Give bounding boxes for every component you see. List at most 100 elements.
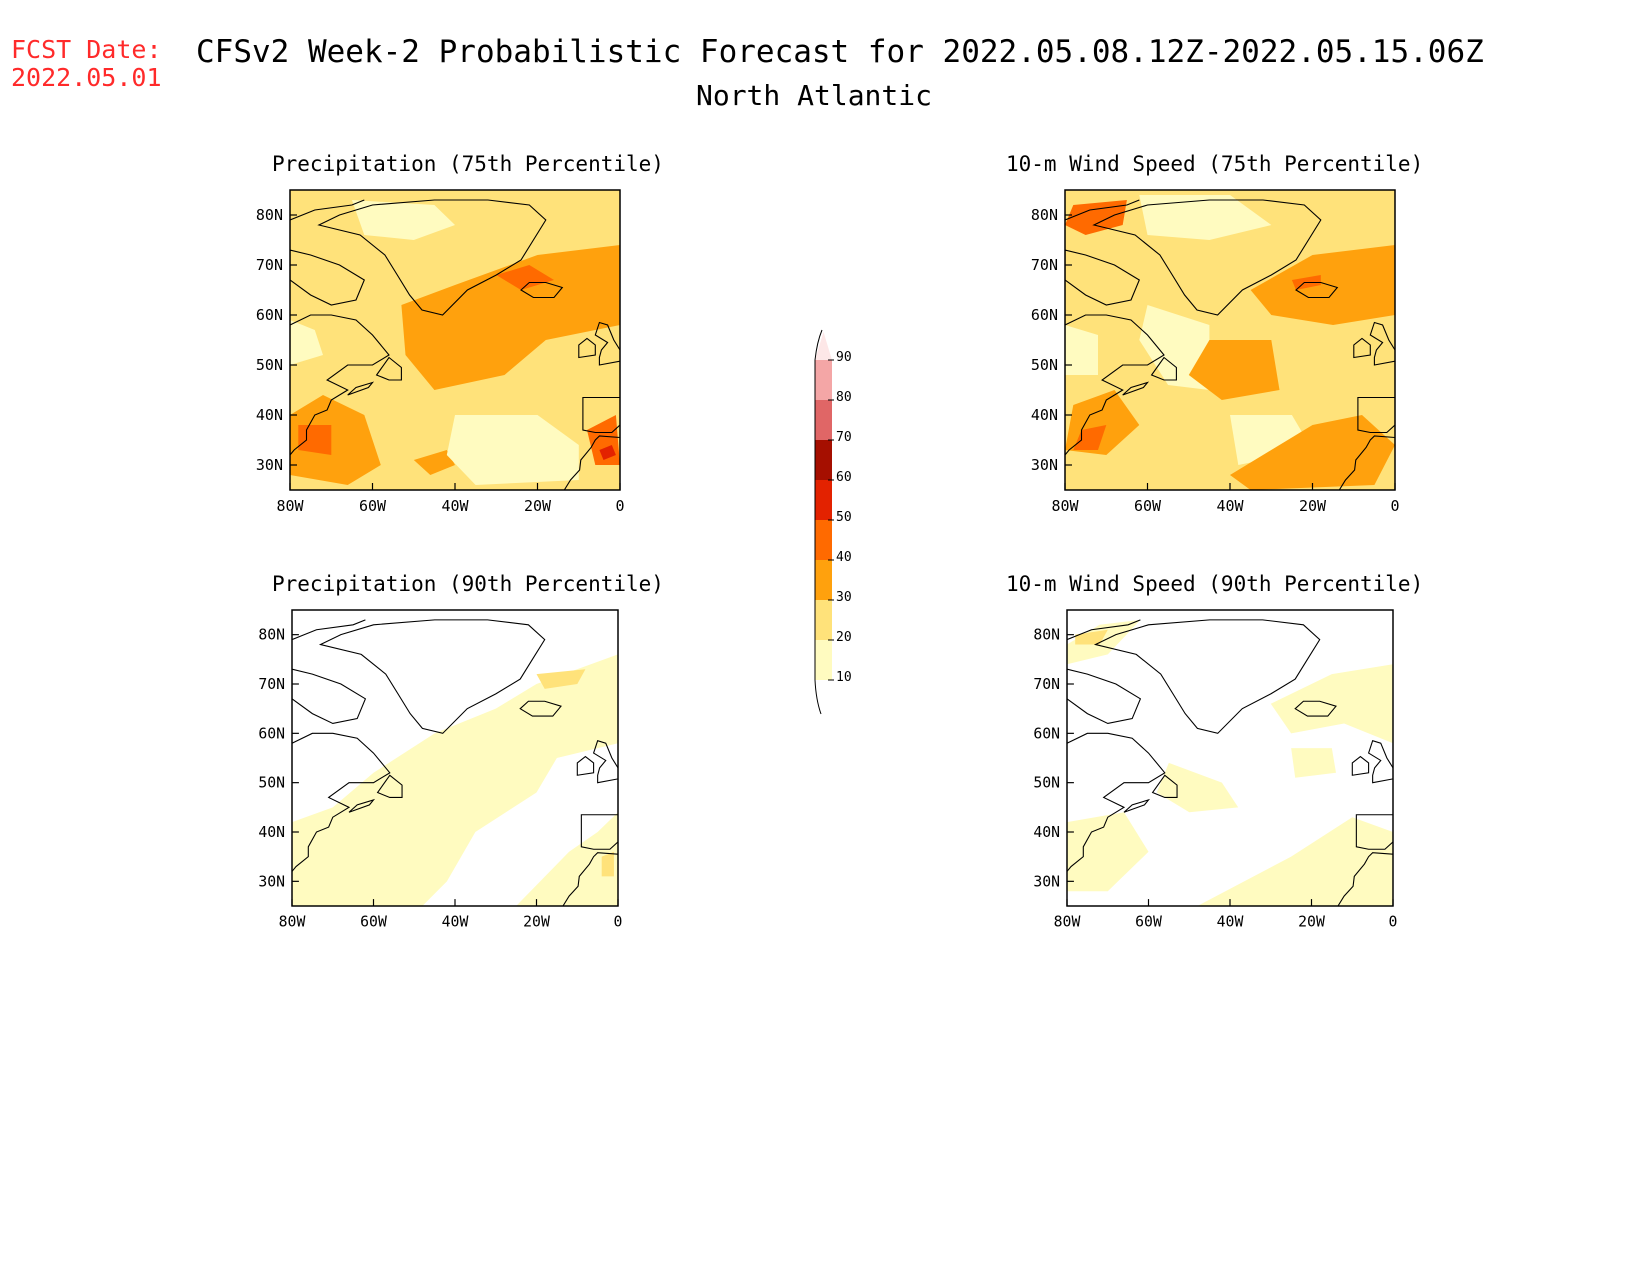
lat-tick-label: 50N bbox=[256, 356, 283, 374]
probability-shading bbox=[496, 265, 554, 290]
coastline bbox=[1065, 314, 1165, 456]
probability-shading bbox=[1139, 305, 1210, 390]
colorbar-label: 30 bbox=[836, 590, 852, 605]
lon-tick-label: 20W bbox=[524, 497, 552, 515]
coastline bbox=[1369, 321, 1395, 366]
probability-shading bbox=[1291, 748, 1336, 778]
probability-shading bbox=[1139, 195, 1272, 240]
lon-tick-label: 40W bbox=[1217, 914, 1244, 931]
fcst-date-value: 2022.05.01 bbox=[11, 63, 162, 92]
colorbar-segment bbox=[815, 360, 832, 400]
lat-tick-label: 50N bbox=[1031, 356, 1058, 374]
lon-tick-label: 60W bbox=[359, 497, 387, 515]
coastline bbox=[1353, 337, 1371, 359]
coastline bbox=[520, 281, 564, 299]
lon-tick-label: 80W bbox=[279, 914, 306, 931]
coastline bbox=[1123, 798, 1151, 813]
coastline bbox=[318, 619, 546, 734]
lat-tick-label: 40N bbox=[258, 824, 285, 841]
colorbar-outline bbox=[814, 679, 822, 715]
colorbar-segment bbox=[815, 480, 832, 520]
colorbar-label: 60 bbox=[836, 470, 852, 485]
lat-tick-label: 70N bbox=[1031, 256, 1058, 274]
probability-shading bbox=[1156, 762, 1239, 813]
probability-colorbar: 10 20 30 40 50 60 70 80 90 bbox=[814, 329, 852, 715]
coastline bbox=[1092, 199, 1322, 316]
map-field bbox=[290, 190, 620, 490]
map-field bbox=[1067, 619, 1393, 906]
coastline bbox=[292, 619, 366, 641]
coastline bbox=[1150, 356, 1177, 381]
map-panel-precip-75: 80N 70N 60N 50N 40N 30N 80W 60W 40W 20W 0 bbox=[256, 189, 625, 515]
probability-shading bbox=[446, 415, 579, 485]
coastline bbox=[290, 199, 365, 221]
map-panel-precip-90: 80N 70N 60N 50N 40N 30N 80W 60W 40W 20W 0 bbox=[258, 609, 622, 931]
lat-tick-label: 80N bbox=[256, 206, 283, 224]
probability-shading bbox=[401, 245, 620, 390]
probability-shading bbox=[351, 200, 455, 240]
colorbar-segment bbox=[815, 680, 832, 712]
probability-shading bbox=[599, 445, 616, 460]
coastline bbox=[1355, 814, 1393, 850]
coastline bbox=[582, 396, 620, 434]
lon-tick-label: 60W bbox=[1134, 497, 1162, 515]
lat-tick-label: 30N bbox=[258, 873, 285, 890]
lat-tick-label: 80N bbox=[1031, 206, 1058, 224]
lat-tick-label: 80N bbox=[258, 627, 285, 644]
colorbar-segment bbox=[815, 640, 832, 680]
map-field bbox=[292, 619, 618, 906]
colorbar-segment bbox=[815, 400, 832, 440]
map-field bbox=[1065, 190, 1395, 490]
probability-shading bbox=[1250, 245, 1395, 325]
colorbar-outline bbox=[814, 329, 823, 361]
coastline bbox=[1294, 700, 1337, 717]
coastline bbox=[1337, 852, 1393, 906]
lat-tick-label: 50N bbox=[258, 775, 285, 792]
coastline bbox=[1065, 199, 1140, 221]
lon-tick-label: 0 bbox=[1390, 497, 1399, 515]
coastline bbox=[1093, 619, 1321, 734]
probability-shading bbox=[1067, 812, 1149, 892]
coastline bbox=[1067, 732, 1166, 872]
lat-tick-label: 80N bbox=[1033, 627, 1060, 644]
lat-tick-label: 30N bbox=[1033, 873, 1060, 890]
probability-shading bbox=[516, 812, 618, 906]
colorbar-segment bbox=[815, 440, 832, 480]
lon-tick-label: 20W bbox=[523, 914, 550, 931]
colorbar-segment bbox=[815, 520, 832, 560]
coastline bbox=[594, 321, 620, 366]
coastline bbox=[376, 774, 403, 799]
lat-tick-label: 40N bbox=[1033, 824, 1060, 841]
probability-shading bbox=[413, 450, 455, 475]
coastline bbox=[576, 755, 595, 776]
region-subtitle: North Atlantic bbox=[695, 79, 932, 112]
lon-tick-label: 0 bbox=[615, 497, 624, 515]
coastline bbox=[1065, 249, 1140, 306]
coastline bbox=[1357, 396, 1395, 434]
lat-tick-label: 60N bbox=[1033, 725, 1060, 742]
lat-tick-label: 40N bbox=[256, 406, 283, 424]
lon-tick-label: 40W bbox=[441, 497, 469, 515]
coastline bbox=[1351, 755, 1370, 776]
lat-tick-label: 60N bbox=[258, 725, 285, 742]
probability-shading bbox=[536, 669, 586, 689]
panel-title-precip-75: Precipitation (75th Percentile) bbox=[272, 152, 664, 176]
coastline bbox=[562, 852, 618, 906]
colorbar-label: 10 bbox=[836, 670, 852, 685]
coastline bbox=[519, 700, 562, 717]
colorbar-label: 20 bbox=[836, 630, 852, 645]
lat-tick-label: 70N bbox=[258, 676, 285, 693]
coastline bbox=[290, 314, 390, 456]
probability-shading bbox=[290, 395, 381, 485]
coastline bbox=[1067, 619, 1141, 641]
lat-tick-label: 60N bbox=[1031, 306, 1058, 324]
probability-shading bbox=[1188, 340, 1280, 400]
coastline bbox=[563, 435, 620, 490]
coastline bbox=[292, 668, 367, 725]
coastline bbox=[347, 381, 375, 396]
lat-tick-label: 30N bbox=[256, 456, 283, 474]
coastline bbox=[580, 814, 618, 850]
probability-shading bbox=[1270, 664, 1393, 744]
colorbar-label: 40 bbox=[836, 550, 852, 565]
probability-shading bbox=[1197, 817, 1393, 906]
